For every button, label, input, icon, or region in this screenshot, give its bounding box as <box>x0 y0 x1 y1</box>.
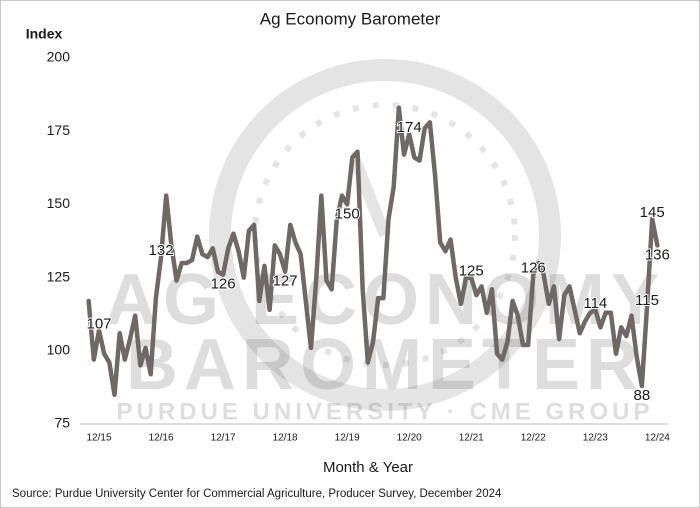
y-tick-label: 75 <box>54 415 70 431</box>
x-tick-label: 12/23 <box>583 433 608 444</box>
data-label: 115 <box>635 292 659 309</box>
data-label: 145 <box>640 204 665 221</box>
data-label: 150 <box>335 205 360 222</box>
data-label: 107 <box>86 315 111 332</box>
y-axis-title: Index <box>26 26 63 42</box>
series-line <box>86 105 660 397</box>
watermark-gauge-ticks <box>252 102 518 368</box>
y-tick-label: 150 <box>47 195 71 211</box>
data-label: 174 <box>397 119 422 136</box>
y-tick-label: 125 <box>47 268 71 284</box>
y-tick-label: 175 <box>47 122 71 138</box>
x-tick-label: 12/17 <box>211 433 236 444</box>
x-tick-label: 12/22 <box>521 433 546 444</box>
data-label: 125 <box>459 263 484 280</box>
x-axis-title: Month & Year <box>323 459 413 476</box>
x-tick-label: 12/18 <box>273 433 298 444</box>
x-tick-label: 12/20 <box>397 433 422 444</box>
data-label: 88 <box>634 387 651 404</box>
data-label: 126 <box>211 276 236 293</box>
y-tick-label: 200 <box>47 49 71 65</box>
watermark-gauge <box>209 59 561 411</box>
data-label: 114 <box>583 295 607 312</box>
source-note: Source: Purdue University Center for Com… <box>12 488 502 500</box>
y-tick-label: 100 <box>47 342 71 358</box>
data-label: 127 <box>273 273 298 290</box>
x-tick-label: 12/15 <box>86 433 111 444</box>
chart-title: Ag Economy Barometer <box>260 9 441 28</box>
x-tick-label: 12/21 <box>459 433 484 444</box>
watermark-line: BAROMETER <box>126 325 644 405</box>
data-label: 136 <box>645 246 670 263</box>
data-label: 132 <box>149 242 174 259</box>
x-tick-label: 12/24 <box>645 433 670 444</box>
watermark-line: PURDUE UNIVERSITY · CME GROUP <box>117 398 654 425</box>
data-label: 126 <box>521 260 546 277</box>
x-tick-label: 12/19 <box>335 433 360 444</box>
x-tick-label: 12/16 <box>149 433 174 444</box>
